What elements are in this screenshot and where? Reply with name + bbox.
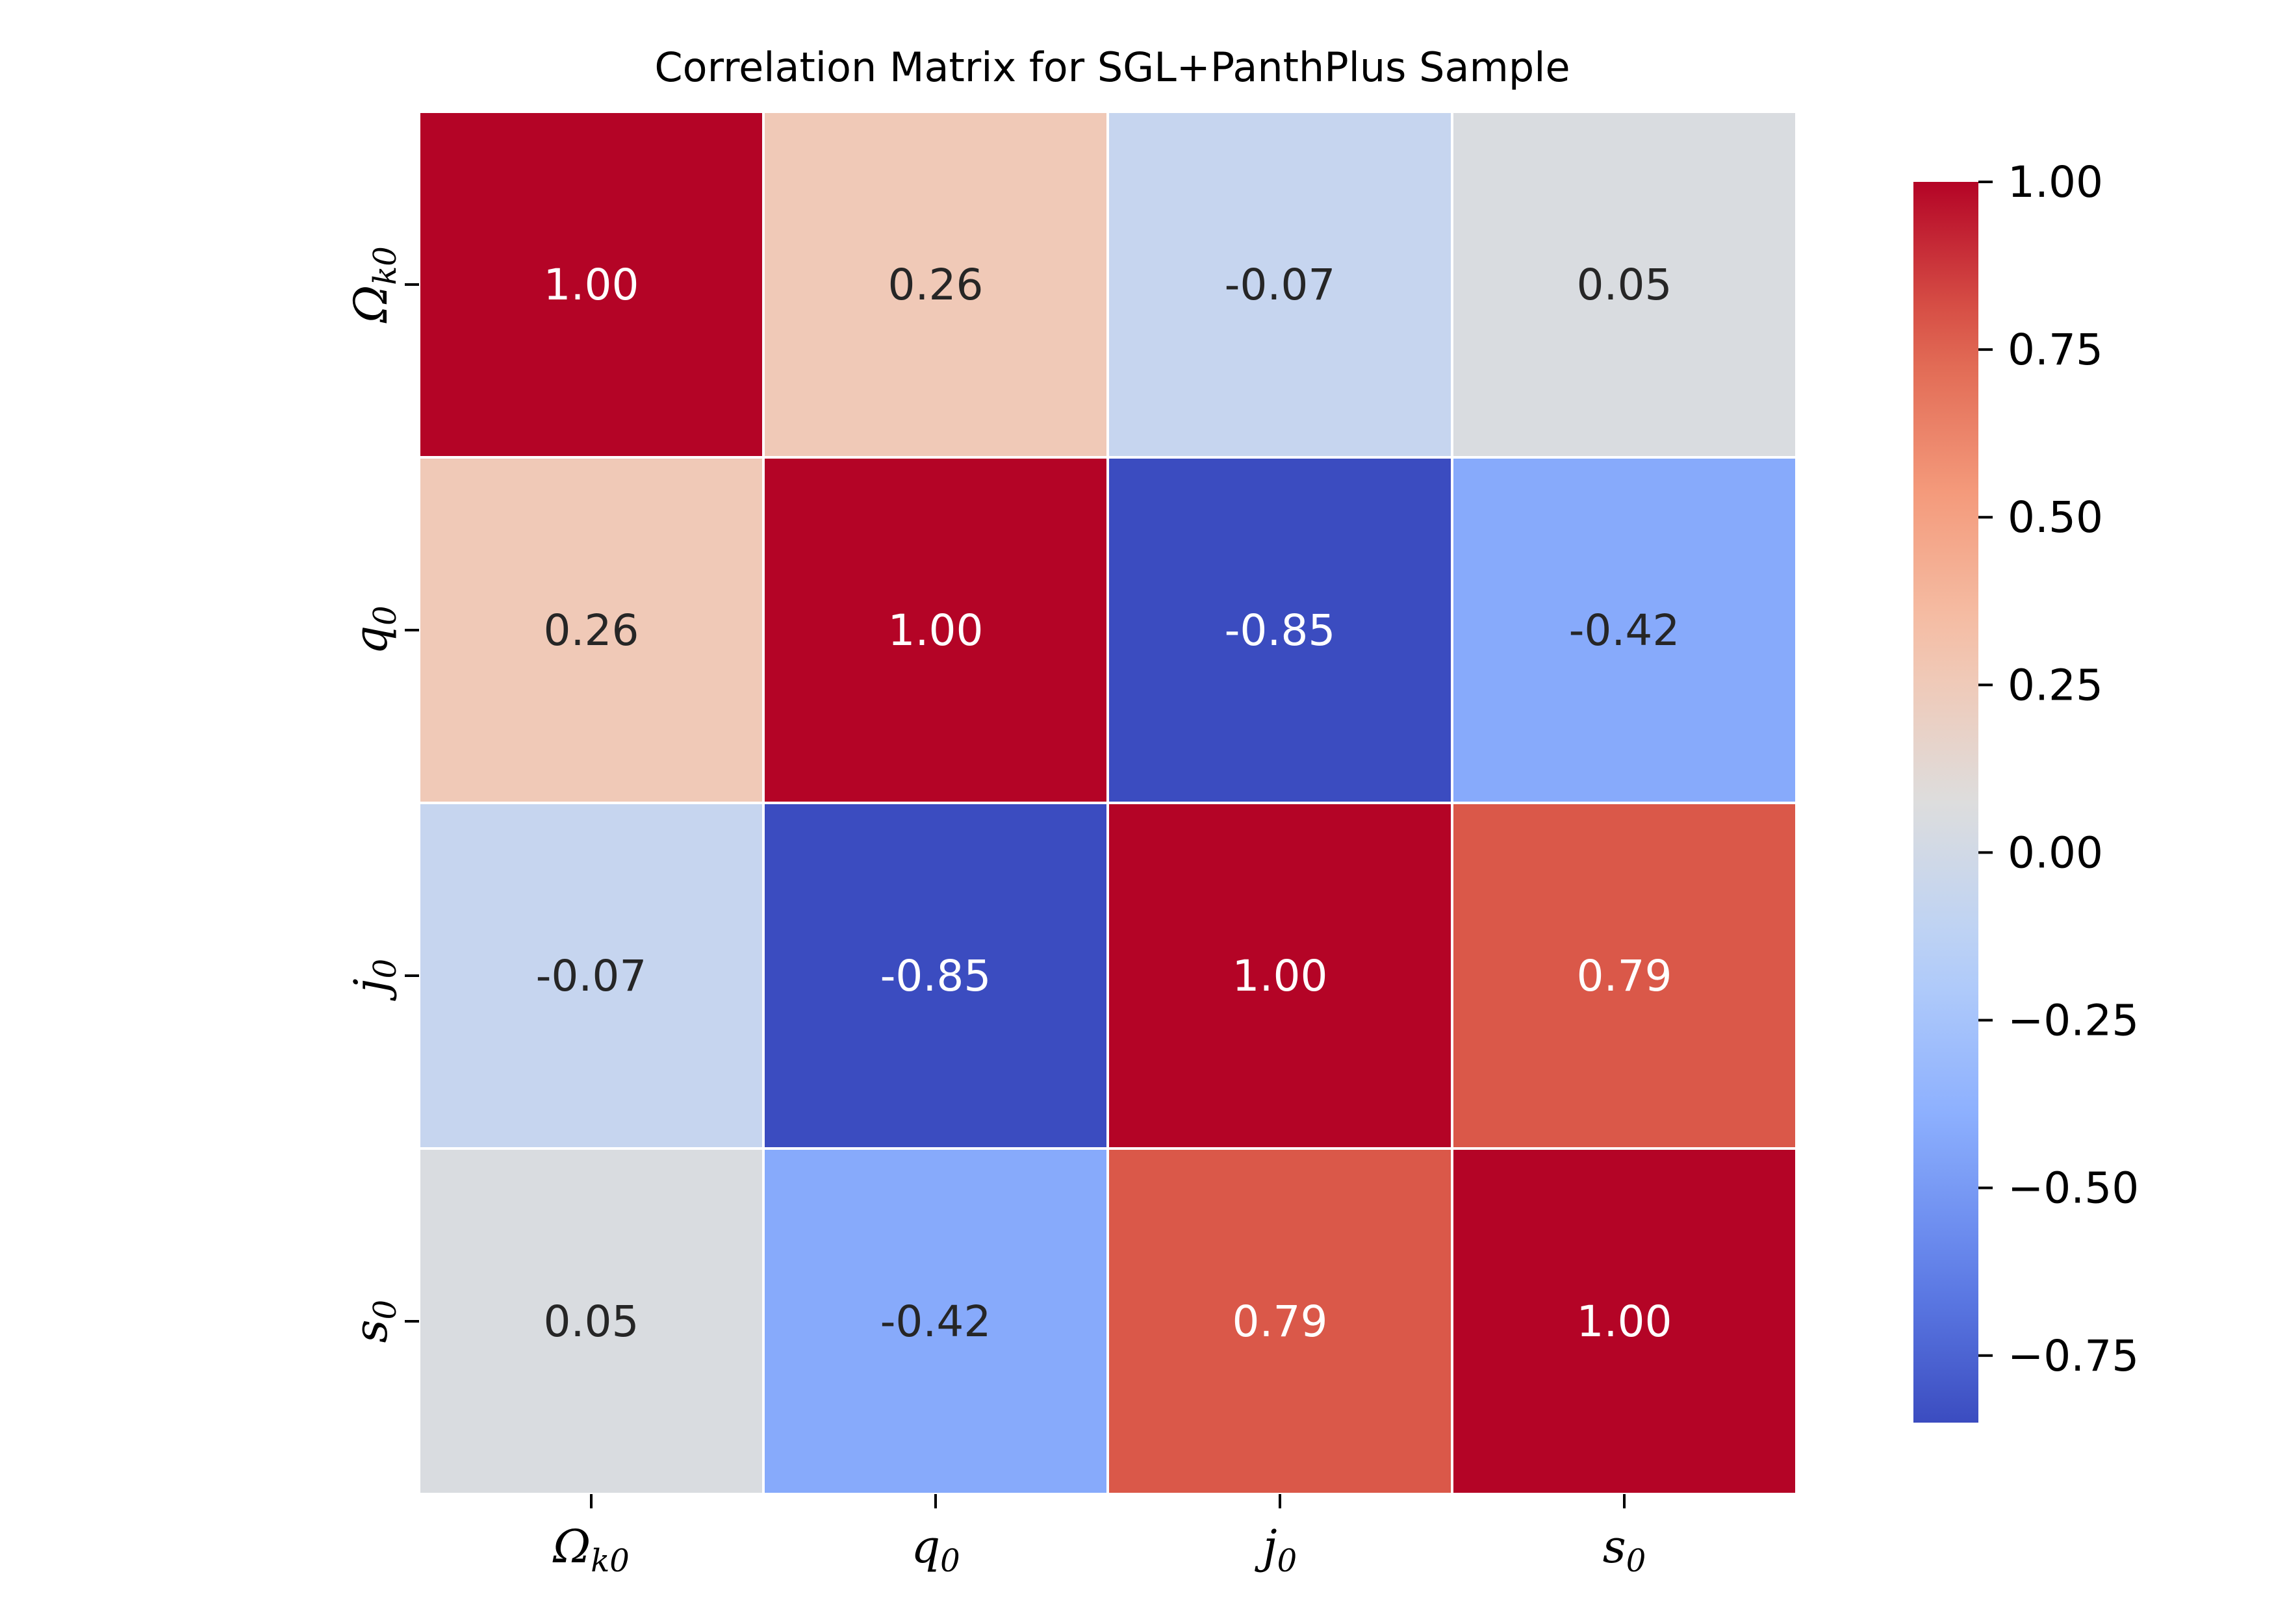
heatmap-cell bbox=[762, 110, 1109, 459]
cell-value-label: -0.07 bbox=[1225, 260, 1336, 310]
heatmap-cell bbox=[1451, 456, 1798, 804]
y-tick-label: j0 bbox=[344, 959, 403, 1001]
cell-value-label: -0.85 bbox=[880, 951, 991, 1001]
heatmap-cells: 1.00 0.26 -0.07 0.05 0.26 1.00 -0.85 -0.42 -0.07… bbox=[418, 110, 1798, 1495]
heatmap-cell bbox=[762, 1147, 1109, 1495]
x-tick-label: s0 bbox=[1603, 1520, 1646, 1579]
cell-value-label: -0.42 bbox=[1569, 605, 1680, 655]
heatmap-cell bbox=[418, 1147, 765, 1495]
colorbar-gradient bbox=[1913, 182, 1978, 1423]
colorbar-tick-label: −0.50 bbox=[2008, 1163, 2139, 1213]
cell-value-label: 1.00 bbox=[544, 260, 639, 310]
y-axis: Ωk0 q0 j0 s0 bbox=[344, 246, 419, 1343]
heatmap-cell bbox=[1451, 802, 1798, 1150]
heatmap-cell bbox=[1451, 110, 1798, 459]
y-tick-label: s0 bbox=[344, 1300, 403, 1343]
colorbar-tick-label: −0.25 bbox=[2008, 996, 2139, 1046]
colorbar: 1.00 0.75 0.50 0.25 0.00 −0.25 −0.50 −0.75 bbox=[1913, 157, 2139, 1423]
x-tick-label: q0 bbox=[911, 1520, 960, 1579]
cell-value-label: 0.26 bbox=[544, 605, 639, 655]
x-tick-label: j0 bbox=[1255, 1520, 1297, 1579]
colorbar-tick-label: 0.25 bbox=[2008, 660, 2103, 710]
cell-value-label: -0.85 bbox=[1225, 605, 1336, 655]
x-axis: Ωk0 q0 j0 s0 bbox=[552, 1494, 1646, 1579]
colorbar-tick-label: 1.00 bbox=[2008, 157, 2103, 207]
colorbar-tick-label: 0.75 bbox=[2008, 325, 2103, 375]
colorbar-tick-label: 0.50 bbox=[2008, 492, 2103, 542]
chart-title: Correlation Matrix for SGL+PanthPlus Sam… bbox=[654, 44, 1570, 91]
heatmap-cell bbox=[418, 456, 765, 804]
heatmap-cell bbox=[1106, 110, 1453, 459]
cell-value-label: 0.79 bbox=[1577, 951, 1672, 1001]
y-tick-label: q0 bbox=[344, 605, 403, 654]
heatmap-cell bbox=[762, 456, 1109, 804]
cell-value-label: 1.00 bbox=[1577, 1297, 1672, 1347]
x-tick-label: Ωk0 bbox=[552, 1520, 630, 1579]
cell-value-label: 0.79 bbox=[1233, 1297, 1328, 1347]
cell-value-label: -0.07 bbox=[536, 951, 647, 1001]
cell-value-label: 0.05 bbox=[544, 1297, 639, 1347]
cell-value-label: 1.00 bbox=[888, 605, 984, 655]
cell-value-label: 0.26 bbox=[888, 260, 984, 310]
heatmap-cell bbox=[1106, 1147, 1453, 1495]
heatmap-cell bbox=[762, 802, 1109, 1150]
heatmap-cell bbox=[1451, 1147, 1798, 1495]
cell-value-label: 0.05 bbox=[1577, 260, 1672, 310]
cell-value-label: 1.00 bbox=[1233, 951, 1328, 1001]
colorbar-tick-label: −0.75 bbox=[2008, 1331, 2139, 1381]
colorbar-tick-label: 0.00 bbox=[2008, 828, 2103, 878]
y-tick-label: Ωk0 bbox=[344, 246, 403, 324]
cell-value-label: -0.42 bbox=[880, 1297, 991, 1347]
heatmap-cell bbox=[418, 110, 765, 459]
